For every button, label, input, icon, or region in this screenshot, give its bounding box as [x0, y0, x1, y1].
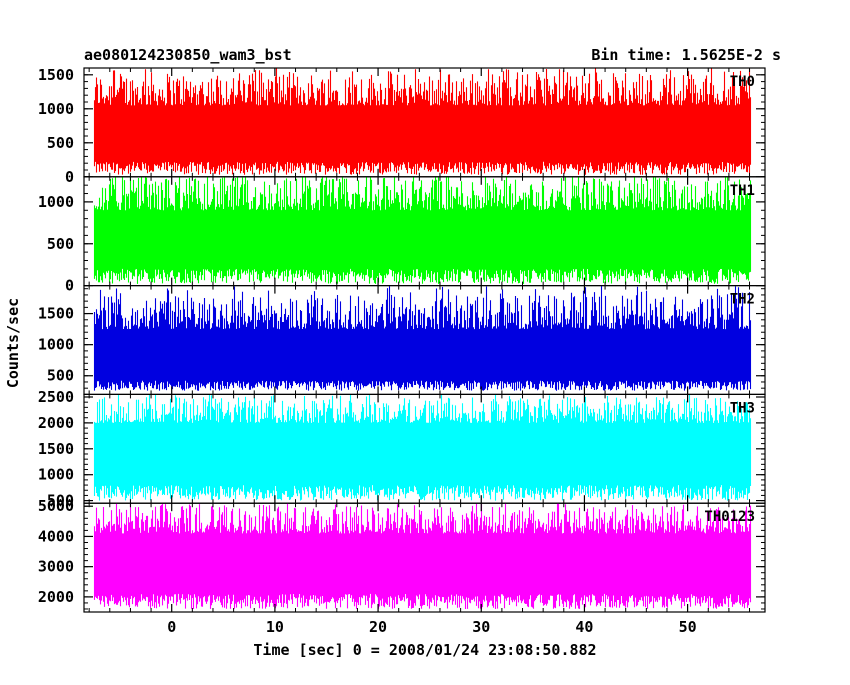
panel-label-th1: TH1	[730, 183, 755, 199]
y-tick-label: 4000	[38, 527, 74, 545]
y-tick-label: 1500	[38, 440, 74, 458]
y-tick-label: 1000	[38, 100, 74, 118]
y-tick-label: 2000	[38, 588, 74, 606]
y-tick-label: 5000	[38, 497, 74, 515]
series-th1-trace	[93, 176, 752, 284]
y-tick-label: 1000	[38, 466, 74, 484]
y-tick-label: 1500	[38, 305, 74, 323]
x-tick-label: 40	[575, 618, 593, 636]
y-tick-label: 2500	[38, 388, 74, 406]
y-tick-label: 500	[47, 235, 74, 253]
y-tick-label: 500	[47, 134, 74, 152]
bin-time-label: Bin time: 1.5625E-2 s	[591, 46, 781, 64]
x-tick-label: 20	[369, 618, 387, 636]
x-tick-label: 50	[679, 618, 697, 636]
panel-th3: 500 1000 1500 2000 2500 TH3	[38, 388, 766, 510]
panel-label-th0123: TH0123	[704, 509, 755, 525]
series-th3-trace	[93, 394, 752, 501]
y-tick-label: 3000	[38, 558, 74, 576]
panel-th0123: 2000 3000 4000 5000 TH0123	[38, 497, 766, 613]
y-tick-label: 2000	[38, 414, 74, 432]
x-tick-label: 10	[266, 618, 284, 636]
x-axis-title: Time [sec] 0 = 2008/01/24 23:08:50.882	[253, 641, 596, 659]
chart-title: ae080124230850_wam3_bst	[84, 46, 292, 64]
y-tick-label: 0	[65, 277, 74, 295]
x-tick-label: 0	[167, 618, 176, 636]
series-th0123-trace	[93, 503, 752, 609]
y-tick-label: 1000	[38, 193, 74, 211]
panel-label-th3: TH3	[730, 400, 755, 416]
y-tick-label: 1000	[38, 336, 74, 354]
series-th0-trace	[93, 68, 752, 175]
y-axis-title: Counts/sec	[4, 298, 22, 388]
panel-label-th2: TH2	[730, 292, 755, 308]
y-tick-label: 1500	[38, 66, 74, 84]
panel-label-th0: TH0	[730, 74, 755, 90]
panel-frame	[83, 502, 766, 613]
y-tick-label: 500	[47, 492, 74, 510]
y-tick-label: 500	[47, 367, 74, 385]
series-th2-trace	[93, 286, 752, 391]
panel-th2: 500 1000 1500 TH2	[38, 285, 766, 396]
panel-th0: 0 500 1000 1500 TH0	[38, 66, 766, 186]
x-tick-label: 30	[472, 618, 490, 636]
y-tick-label: 0	[65, 168, 74, 186]
panel-th1: 0 500 1000 TH1	[38, 176, 766, 295]
